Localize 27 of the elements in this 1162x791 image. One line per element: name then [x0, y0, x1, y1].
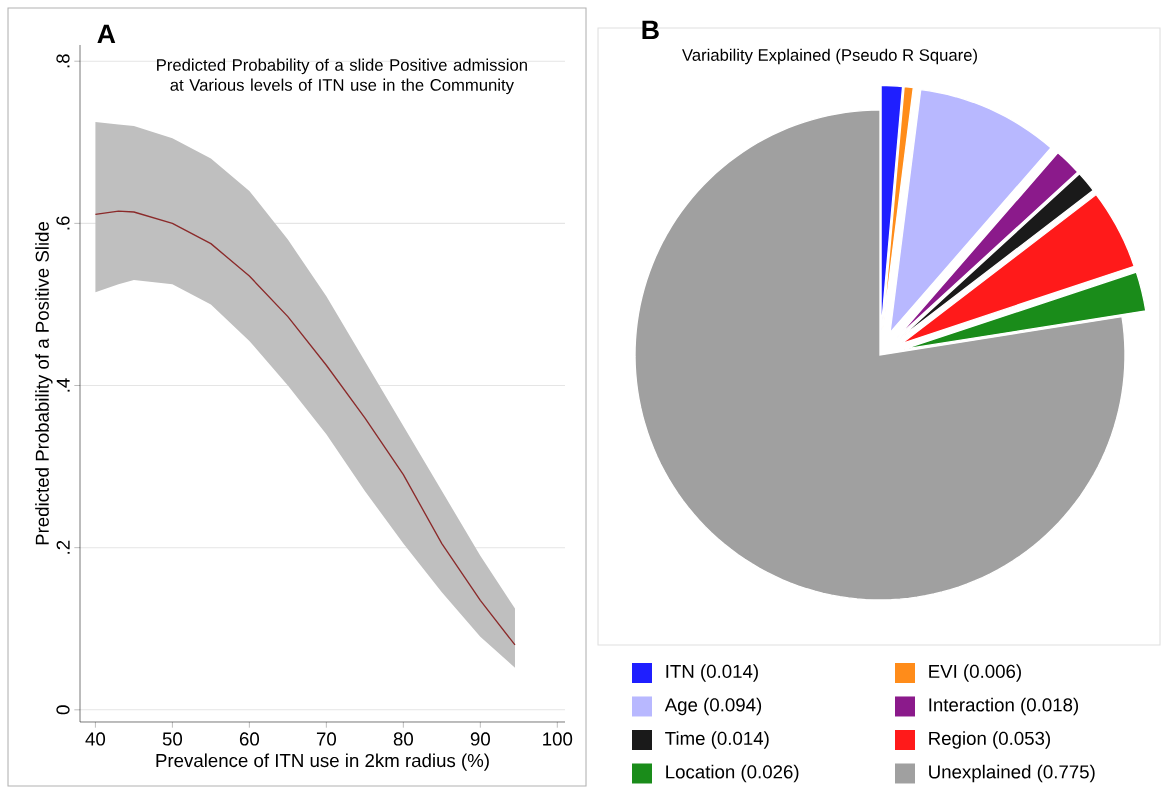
- legend-label: Time (0.014): [665, 731, 769, 749]
- x-tick-label: 90: [470, 732, 490, 746]
- x-tick-label: 100: [543, 732, 573, 746]
- chart-title: Variability Explained (Pseudo R Square): [682, 48, 977, 65]
- text: Predicted Probability of a slide Positive admission at Various levels of ITN use in the Community: [157, 58, 527, 95]
- x-tick-label: 50: [162, 732, 183, 746]
- text: B: [642, 20, 659, 40]
- x-tick-label: 60: [239, 732, 260, 746]
- legend-label: Unexplained (0.775): [929, 764, 1095, 783]
- legend-label: ITN (0.014): [666, 664, 758, 682]
- x-tick-label: 80: [393, 732, 413, 746]
- text: A: [97, 24, 116, 44]
- line-series: [94, 210, 516, 646]
- legend-label: Interaction (0.018): [929, 697, 1079, 716]
- x-tick-label: 70: [316, 732, 337, 746]
- y-tick-label: .8: [56, 54, 70, 68]
- y-tick-label: .6: [56, 216, 70, 230]
- y-tick-label: .4: [56, 378, 70, 392]
- y-axis-title: Predicted Probability of a Positive Slide: [35, 221, 53, 545]
- legend-label: EVI (0.006): [929, 664, 1021, 682]
- legend-label: Location (0.026): [666, 764, 799, 783]
- legend-label: Region (0.053): [929, 731, 1051, 749]
- x-tick-label: 40: [85, 732, 106, 746]
- y-tick-label: .2: [56, 540, 70, 554]
- legend-label: Age (0.094): [664, 697, 762, 716]
- x-axis-title: Prevalence of ITN use in 2km radius (%): [156, 753, 489, 771]
- y-tick-label: 0: [56, 705, 70, 715]
